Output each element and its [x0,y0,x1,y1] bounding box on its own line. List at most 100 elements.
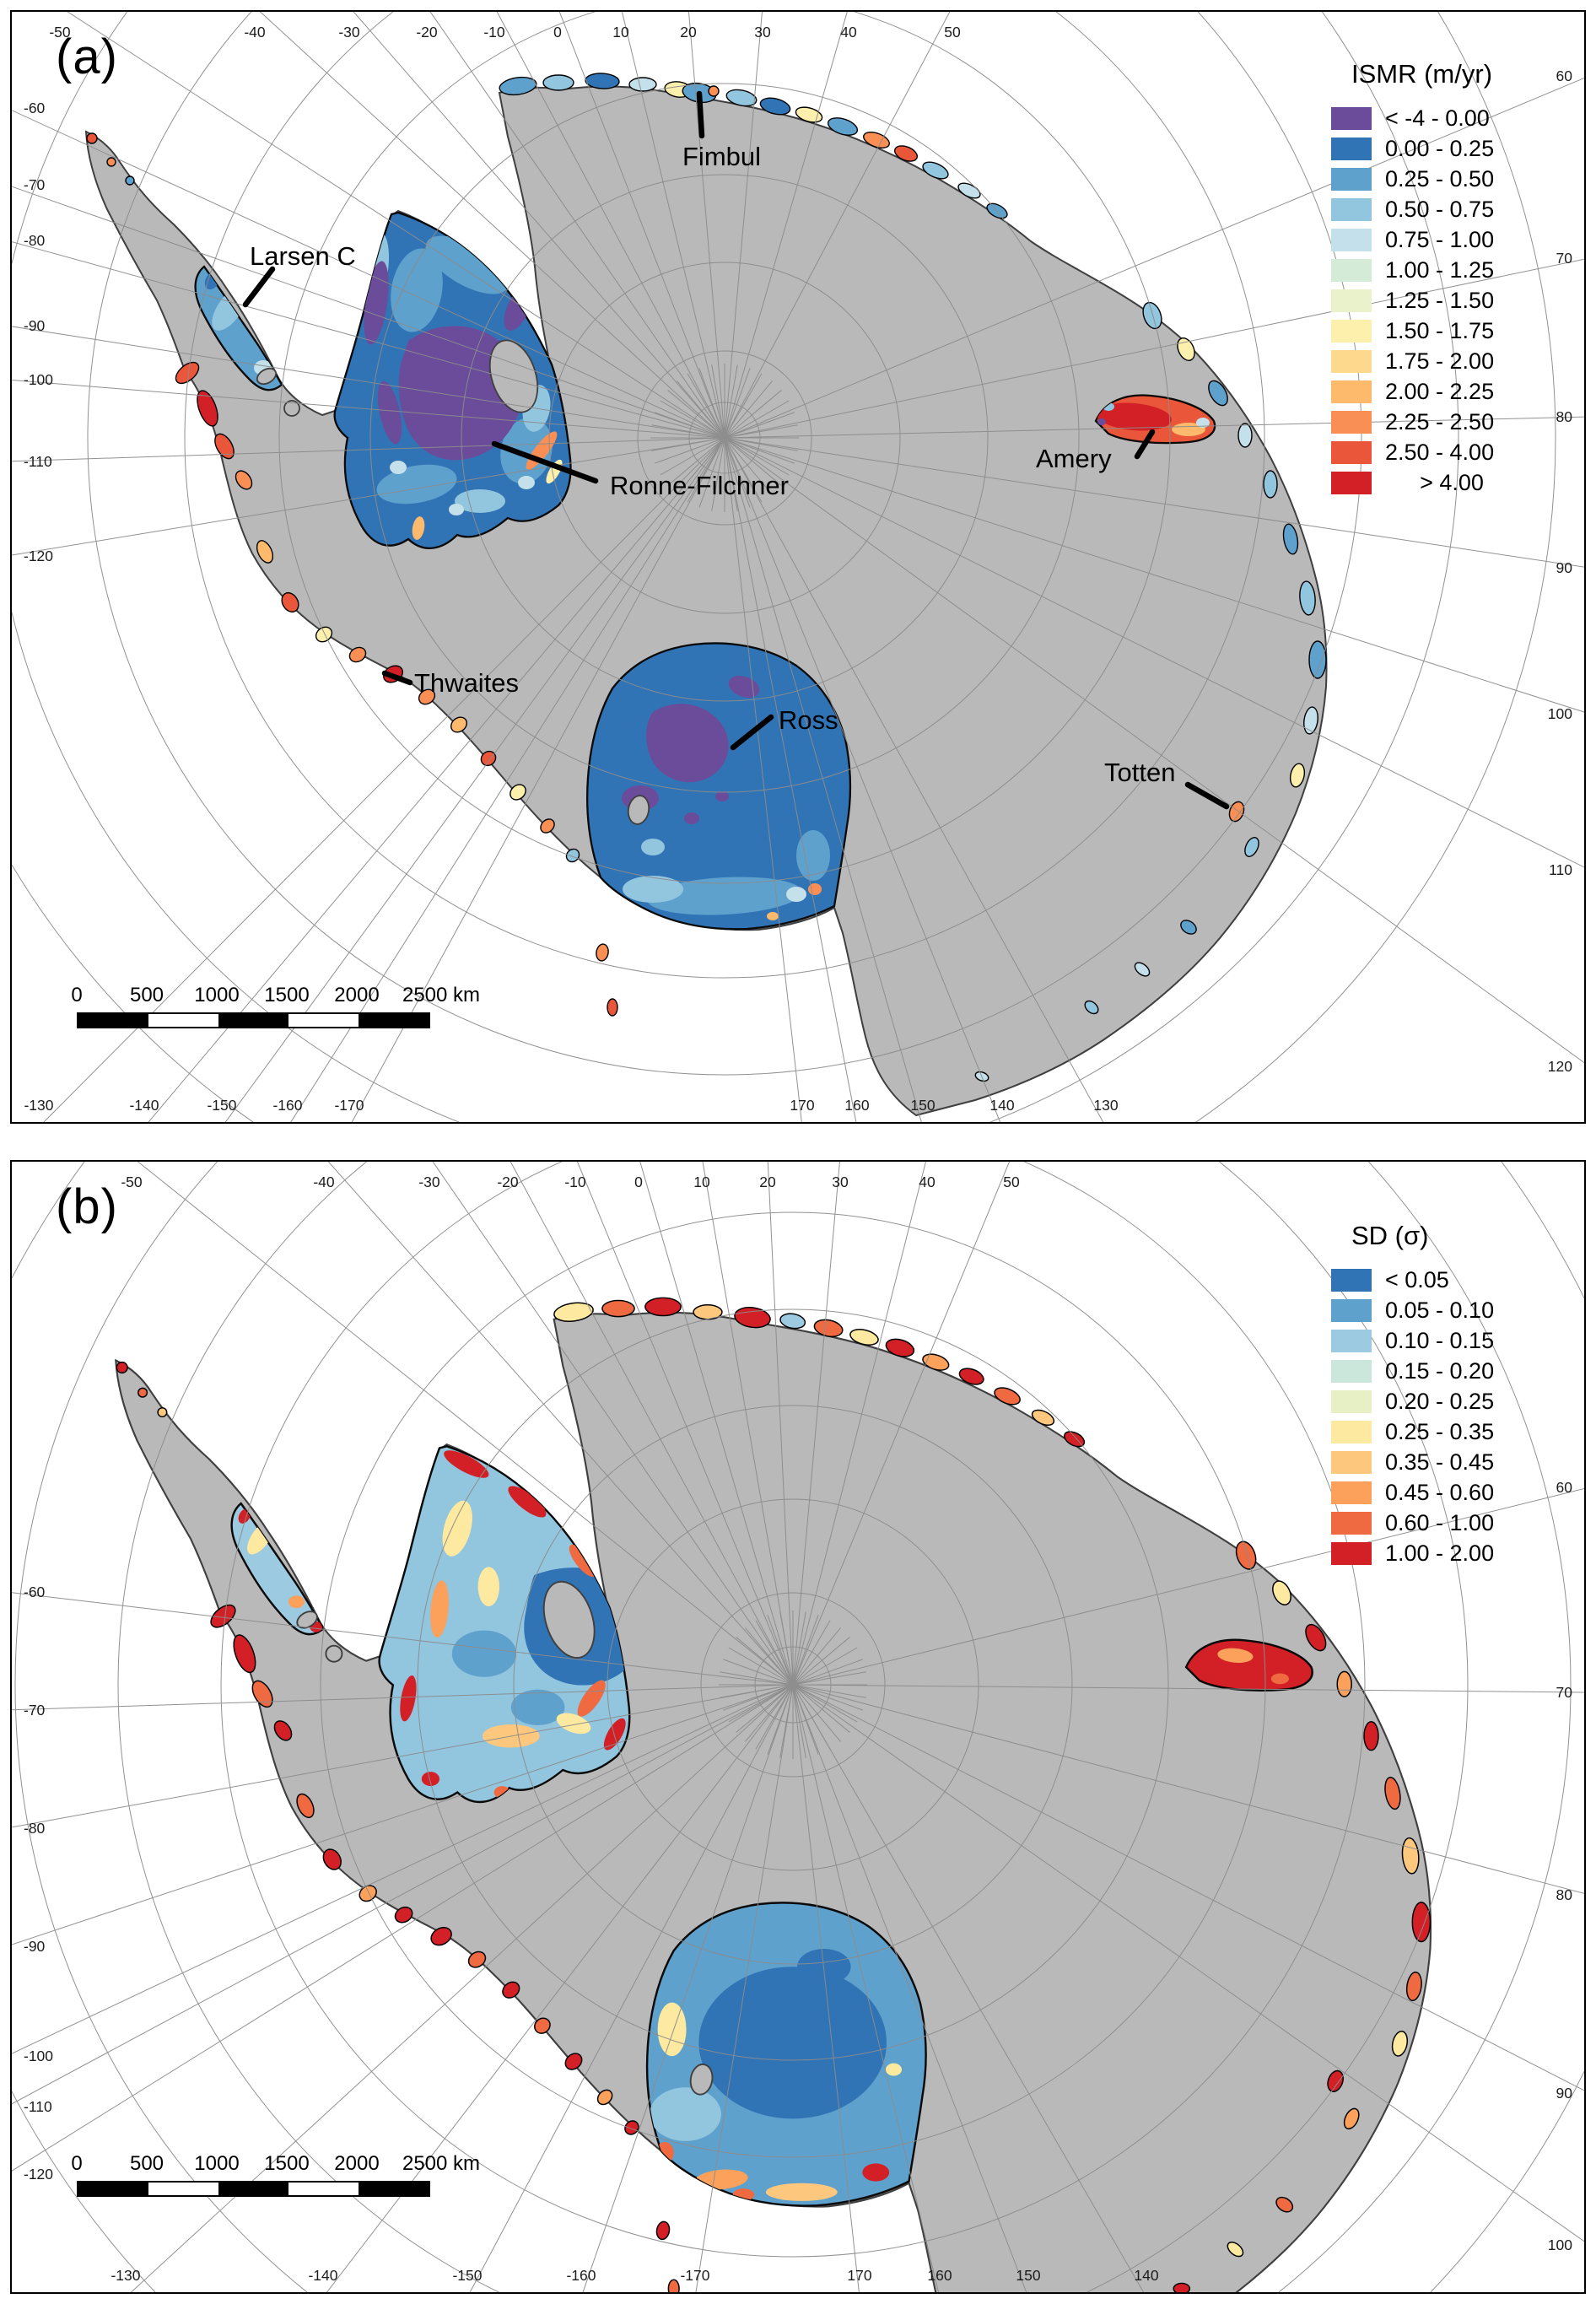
graticule-label: 50 [1003,1174,1020,1190]
meridian-line [12,1684,794,2054]
meridian-stub [792,1684,841,1742]
scalebar-segment [148,2183,218,2195]
graticule-label: 80 [1556,1886,1573,1903]
meridian-line [148,437,725,1122]
legend-swatch [1331,197,1372,221]
coastal-shelf-blob [540,818,555,834]
graticule-label: -110 [24,2098,52,2115]
legend-item-label: 0.25 - 0.35 [1385,1418,1495,1444]
panel-a: Fimbul Larsen C Ronne-Filchner Amery Thwaite… [10,10,1586,1124]
coastal-shelf-blob [596,943,609,962]
graticule-label: 80 [1556,408,1573,425]
meridian-line [12,1684,794,1945]
coastal-shelf-blob [958,1368,984,1385]
meridian-stub [792,1615,819,1686]
scalebar-tick-label: 2000 [334,984,380,1006]
meridian-stub [724,437,798,451]
shelf-color-patch [442,1500,472,1557]
shelf-color-patch [518,476,535,489]
latitude-ring [12,12,1459,1122]
meridian-line [327,1162,794,1686]
meridian-stub [651,424,725,439]
coastal-shelf-blob [542,74,574,91]
scalebar-tick-label: 500 [129,984,164,1006]
shelf-color-patch [646,704,729,783]
meridian-line [12,1684,794,2105]
legend-item: 2.00 - 2.25 [1331,376,1545,407]
coastal-shelf-blob [1134,962,1151,977]
latitude-ring [220,1162,1366,2258]
meridian-line [12,437,725,462]
coastal-shelf-blob [1363,1721,1379,1751]
scalebar-tick-label: 1500 [264,984,310,1006]
scalebar-tick-label: 1000 [194,984,240,1006]
meridian-stub [792,1671,866,1686]
meridian-line [582,1684,794,2292]
legend-item-label: 0.45 - 0.60 [1385,1479,1495,1505]
scalebar-labels: 0 500 1000 1500 2000 2500 km [71,2152,515,2181]
shelf-color-patch [376,464,457,505]
legend-item-label: 1.25 - 1.50 [1385,287,1495,313]
coastal-shelf-blob [502,1981,520,1999]
latitude-ring [14,1162,1572,2292]
graticule-label: -120 [24,2166,53,2183]
coastal-shelf-blob [418,688,436,705]
coastal-shelf-blob [628,77,657,92]
coastal-shelf-blob [1289,763,1306,788]
label-leader-line [730,714,774,751]
graticule-label: 160 [927,2267,952,2284]
meridian-stub [792,1659,863,1686]
legend-ismr: ISMR (m/yr) < -4 - 0.00 0.00 - 0.25 0.25 -… [1331,59,1545,498]
scalebar-segment [288,2183,359,2195]
graticule-label: -10 [483,24,505,40]
meridian-stub [745,1627,794,1686]
legend-item-label: 0.50 - 0.75 [1385,196,1495,222]
meridian-stub [792,1684,850,1733]
meridian-stub [724,368,751,439]
coastal-shelf-blob [281,591,299,613]
coastal-shelf-blob [1272,1580,1291,1605]
panel-a-label: (a) [56,30,118,84]
graticule-label: 60 [1556,1479,1573,1496]
legend-item-label: 1.75 - 2.00 [1385,348,1495,374]
coastal-shelf-blob [1282,523,1299,555]
graticule-label: 0 [634,1174,643,1190]
meridian-stub [724,437,751,508]
island [488,339,539,413]
legend-swatch [1331,1450,1372,1474]
graticule-label: -130 [111,2267,140,2284]
shelf-color-patch [510,1689,565,1725]
meridian-line [12,186,725,439]
legend-item: 2.25 - 2.50 [1331,407,1545,437]
graticule-label: -110 [24,453,52,470]
coastal-shelf-blob [564,2053,583,2070]
coastal-shelf-blob [922,1353,950,1371]
graticule-label: -20 [497,1174,519,1190]
coastal-shelf-blob [1180,920,1197,935]
shelf-color-patch [786,887,806,902]
coastal-shelf-blob [1308,640,1327,679]
latitude-ring [637,350,812,526]
shelf-color-patch [412,516,425,540]
meridian-stub [792,1637,850,1686]
coastal-shelf-blob [565,848,580,863]
coastal-shelf-blob [1411,1902,1432,1943]
graticule-label: 100 [1548,2237,1572,2253]
scalebar-labels: 0 500 1000 1500 2000 2500 km [71,984,515,1012]
meridian-line [290,437,725,1122]
meridian-stub [779,1611,794,1686]
shelf-color-patch [657,2002,687,2057]
shelf-color-patch [1196,418,1210,428]
graticule-label: 40 [919,1174,935,1190]
meridian-stub [736,1637,794,1686]
coastal-shelf-blob [197,390,218,427]
scalebar-bar [77,2181,430,2197]
meridian-stub [745,1684,794,1742]
meridian-line [724,437,857,1122]
shelf-color-patch [767,912,779,920]
legend-item-label: 1.00 - 1.25 [1385,256,1495,283]
meridian-line [792,1684,1584,2242]
legend-swatch [1331,440,1372,464]
meridian-line [12,1684,794,1711]
scalebar-segment [78,2183,148,2195]
